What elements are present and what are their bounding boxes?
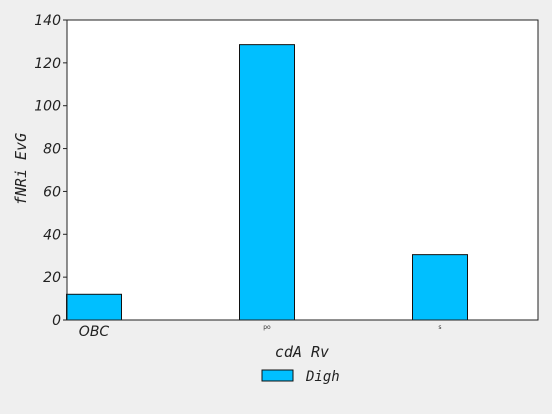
bar-po — [239, 44, 295, 321]
y-tick-label: 60 — [43, 184, 61, 200]
x-axis-title: cdA Rv — [275, 343, 329, 361]
plot-frame — [66, 19, 539, 321]
bars-group — [66, 44, 468, 321]
bar-s — [412, 254, 468, 321]
x-axis-ticks: OBC po s — [79, 324, 442, 340]
y-tick-label: 80 — [43, 142, 61, 158]
y-tick-label: 20 — [43, 270, 61, 286]
y-tick-label: 40 — [43, 227, 61, 243]
y-axis-title: fNRi EvG — [12, 133, 30, 205]
x-tick-label: s — [438, 324, 441, 331]
x-tick-label: po — [263, 324, 271, 331]
legend: Digh — [261, 369, 340, 385]
x-tick-label: OBC — [79, 324, 110, 340]
y-axis-ticks: 0 20 40 60 80 100 120 140 — [34, 13, 67, 329]
y-tick-label: 140 — [34, 13, 61, 29]
y-tick-label: 0 — [52, 313, 61, 329]
y-tick-label: 100 — [34, 99, 61, 115]
legend-swatch — [261, 369, 294, 382]
y-tick-label: 120 — [34, 56, 61, 72]
bar-OBC — [66, 293, 122, 321]
legend-label: Digh — [305, 369, 340, 385]
